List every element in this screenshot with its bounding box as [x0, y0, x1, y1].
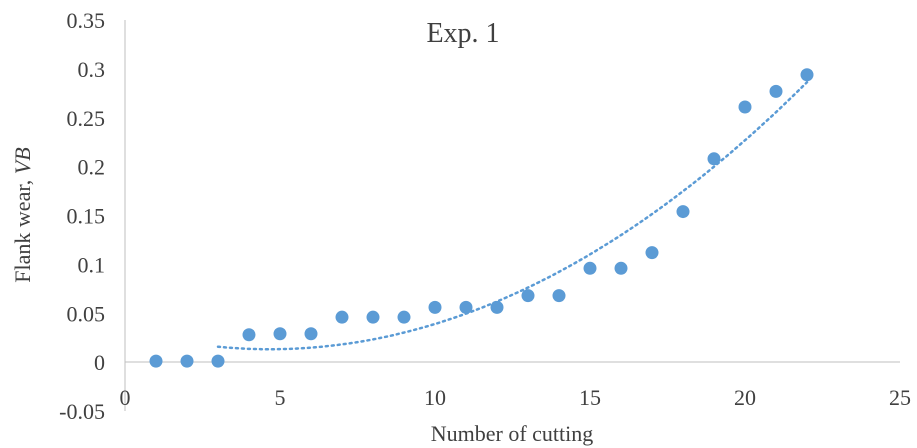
chart-title: Exp. 1	[426, 18, 499, 49]
y-tick-label: 0.25	[67, 106, 106, 131]
y-tick-label: 0.1	[78, 252, 106, 277]
data-point	[273, 327, 287, 341]
data-point	[800, 68, 814, 82]
y-tick-label: -0.05	[59, 399, 105, 424]
y-axis-title-main: Flank wear,	[10, 174, 35, 282]
y-tick-label: 0.15	[67, 204, 106, 229]
data-point	[521, 289, 535, 303]
data-point	[397, 310, 411, 324]
data-point	[149, 354, 163, 368]
y-tick-label: 0.2	[78, 155, 106, 180]
data-point	[676, 205, 690, 219]
y-tick-label: 0.35	[67, 8, 106, 33]
data-point	[583, 261, 597, 275]
data-point	[304, 327, 318, 341]
y-tick-label: 0.05	[67, 301, 106, 326]
x-tick-labels: 0 5 10 15 20 25	[120, 385, 912, 410]
data-point	[242, 328, 256, 342]
polynomial-trendline	[216, 80, 809, 351]
y-axis-title: Flank wear, VB	[10, 147, 35, 282]
data-point	[552, 289, 566, 303]
y-tick-labels: -0.05 0 0.05 0.1 0.15 0.2 0.25 0.3 0.35	[59, 8, 105, 424]
data-point	[614, 261, 628, 275]
x-tick-label: 25	[889, 385, 911, 410]
x-tick-label: 10	[424, 385, 446, 410]
data-point	[769, 84, 783, 98]
data-point	[366, 310, 380, 324]
data-point	[459, 300, 473, 314]
data-point	[428, 300, 442, 314]
x-tick-label: 0	[120, 385, 131, 410]
data-point	[335, 310, 349, 324]
data-point	[211, 354, 225, 368]
x-tick-label: 20	[734, 385, 756, 410]
data-point	[180, 354, 194, 368]
data-point	[490, 300, 504, 314]
y-tick-label: 0.3	[78, 57, 106, 82]
y-tick-label: 0	[94, 350, 105, 375]
data-point	[738, 100, 752, 114]
y-axis-title-italic: VB	[10, 147, 35, 174]
data-point	[707, 152, 721, 166]
data-point	[645, 246, 659, 260]
x-tick-label: 15	[579, 385, 601, 410]
data-points	[149, 68, 814, 368]
x-axis-title: Number of cutting	[431, 421, 594, 446]
x-tick-label: 5	[275, 385, 286, 410]
